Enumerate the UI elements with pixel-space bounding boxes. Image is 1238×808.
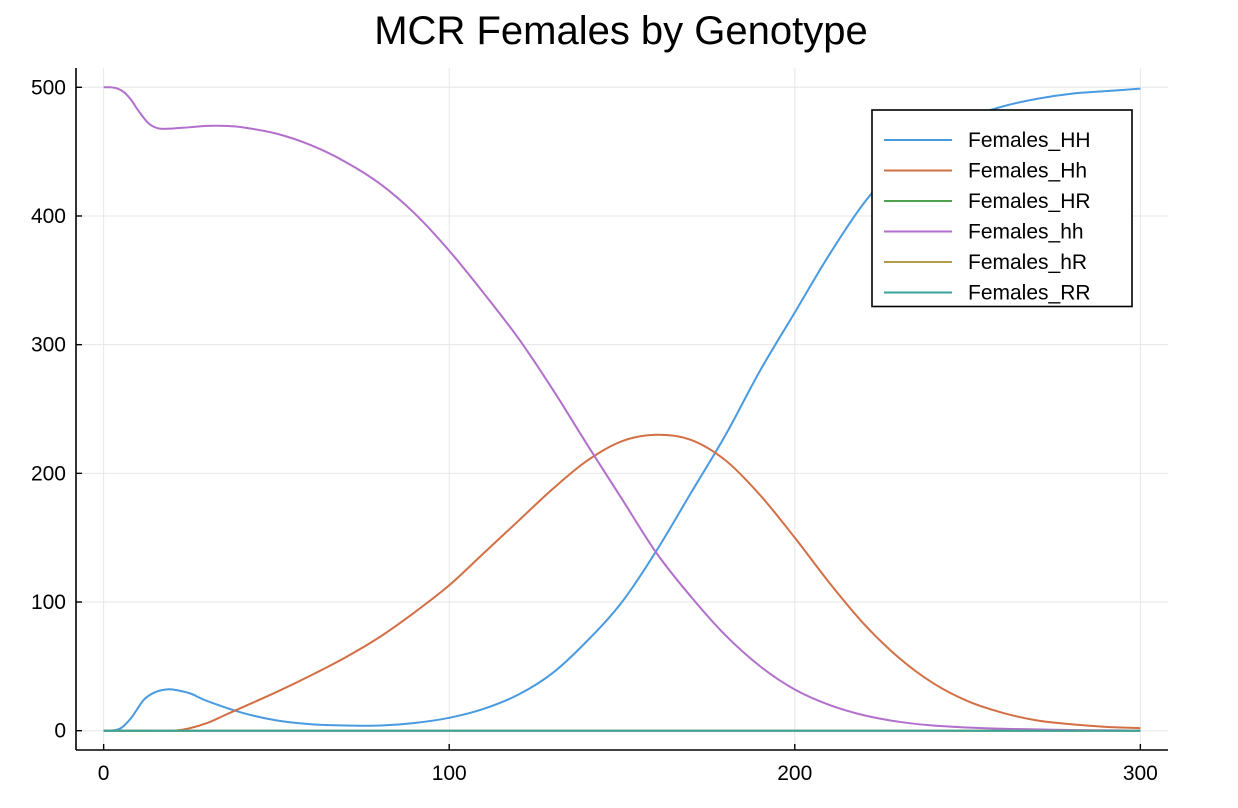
x-tick-label: 0 <box>98 762 110 785</box>
legend-label-females-hh: Females_HH <box>968 129 1091 152</box>
series-layer <box>103 86 1141 732</box>
legend-label-females-hh: Females_hh <box>968 221 1084 244</box>
series-line-females-hh <box>103 86 1141 732</box>
legend-label-females-hr: Females_HR <box>968 190 1091 213</box>
chart-title: MCR Females by Genotype <box>374 9 868 53</box>
legend-box <box>871 109 1133 308</box>
legend-label-females-hr: Females_hR <box>968 251 1087 274</box>
legend: Females_HH Females_Hh Females_HR Females_hh… <box>871 109 1133 308</box>
y-tick-label: 100 <box>31 591 66 614</box>
legend-label-females-rr: Females_RR <box>968 282 1091 305</box>
axes-layer: 0 100 200 300 0 100 200 300 400 500 <box>31 68 1168 785</box>
x-tick-label: 100 <box>432 762 467 785</box>
x-tick-label: 200 <box>777 762 812 785</box>
x-tick-label: 300 <box>1123 762 1158 785</box>
legend-label-females-hh: Females_Hh <box>968 160 1087 183</box>
y-tick-label: 0 <box>54 720 66 743</box>
y-tick-label: 300 <box>31 334 66 357</box>
y-tick-label: 400 <box>31 205 66 228</box>
y-tick-label: 200 <box>31 462 66 485</box>
series-line-females-hh <box>103 433 1141 732</box>
y-tick-label: 500 <box>31 76 66 99</box>
